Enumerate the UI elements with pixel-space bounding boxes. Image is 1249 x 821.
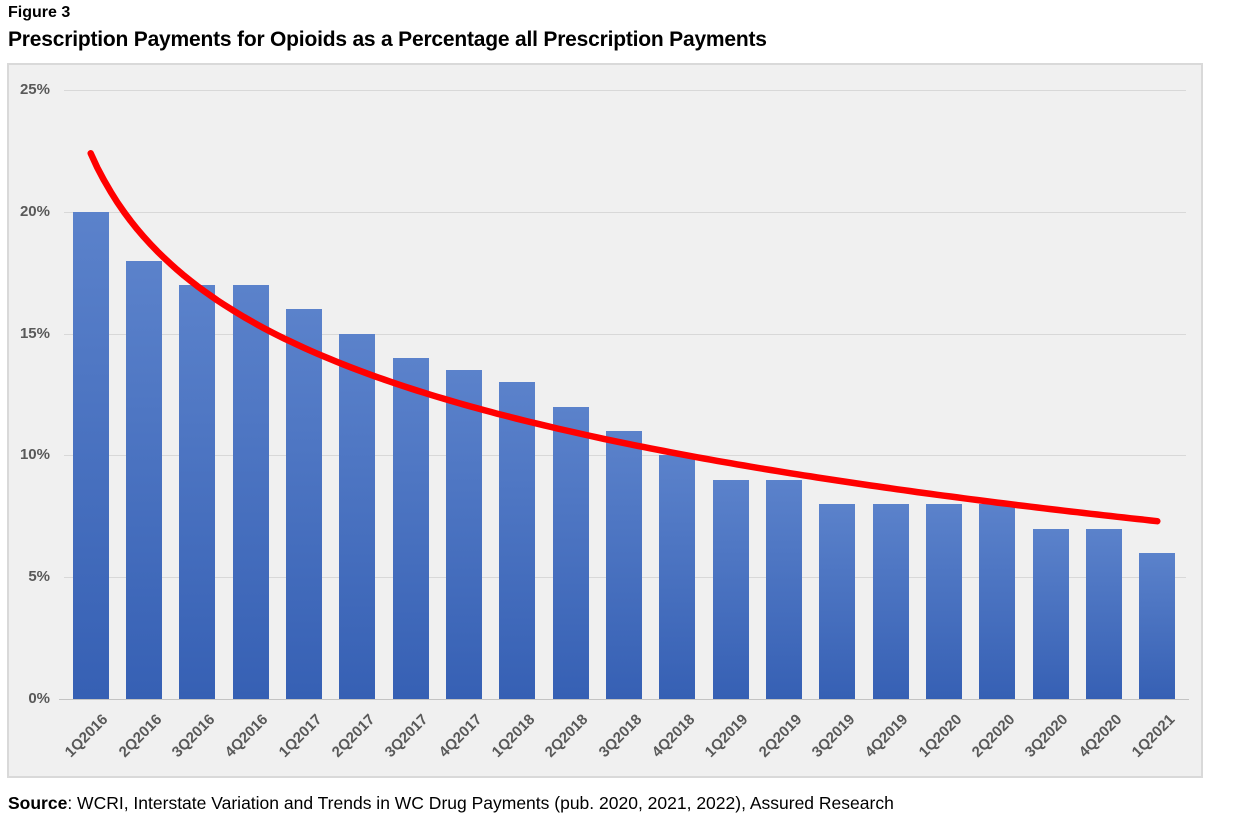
figure-label: Figure 3 (8, 4, 71, 21)
x-axis-label: 3Q2016 (168, 711, 219, 761)
x-axis-label: 1Q2018 (488, 711, 539, 761)
bar (552, 406, 589, 699)
x-axis-label: 4Q2018 (648, 711, 699, 761)
bar (72, 211, 109, 699)
bar (926, 504, 962, 699)
chart-title: Prescription Payments for Opioids as a P… (8, 28, 767, 51)
bar (712, 479, 749, 699)
bar (819, 504, 856, 699)
y-axis-label: 10% (19, 446, 50, 464)
x-axis-label: 3Q2017 (381, 711, 432, 761)
x-axis-label: 3Q2018 (595, 711, 646, 761)
y-axis-label: 5% (28, 568, 50, 586)
bar (1139, 552, 1176, 699)
bar (126, 260, 162, 699)
bar (232, 284, 269, 699)
gridline (64, 211, 1186, 213)
bar (1086, 528, 1122, 699)
x-axis-label: 2Q2020 (968, 711, 1019, 761)
x-axis-label: 2Q2019 (755, 711, 806, 761)
bar (659, 455, 696, 699)
bar (1032, 528, 1069, 699)
x-axis-label: 3Q2020 (1021, 711, 1072, 761)
gridline (64, 90, 1186, 91)
bar (286, 309, 322, 699)
x-axis-label: 2Q2017 (328, 711, 379, 761)
bar (339, 333, 376, 699)
x-axis-label: 4Q2019 (861, 711, 912, 761)
x-axis-label: 1Q2019 (701, 711, 752, 761)
bar (606, 431, 642, 699)
x-axis-label: 2Q2016 (115, 711, 166, 761)
bar (179, 284, 216, 699)
bar (872, 504, 909, 699)
y-axis-label: 0% (28, 690, 50, 707)
bar (979, 504, 1016, 699)
source-prefix: Source (8, 793, 68, 813)
x-axis-label: 1Q2020 (915, 711, 966, 761)
x-axis-label: 1Q2017 (275, 711, 326, 761)
y-axis-label: 20% (19, 202, 50, 220)
source-line: Source: WCRI, Interstate Variation and T… (8, 793, 894, 814)
x-axis-label: 4Q2016 (221, 711, 272, 761)
bar (392, 358, 429, 699)
y-axis-label: 25% (19, 81, 50, 98)
x-axis-label: 2Q2018 (541, 711, 592, 761)
bar (446, 370, 482, 699)
x-axis-label: 4Q2017 (435, 711, 486, 761)
chart-area: 0% 5% 10% 15% 20% 25% 1Q2016 2Q2016 3Q2016 4Q2016… (7, 63, 1203, 778)
bar (766, 479, 802, 699)
x-axis-label: 1Q2021 (1128, 711, 1179, 761)
source-text: : WCRI, Interstate Variation and Trends … (67, 793, 894, 813)
y-axis-label: 15% (19, 324, 50, 342)
x-axis-line (59, 699, 1189, 700)
x-axis-label: 4Q2020 (1075, 711, 1126, 761)
bar (499, 382, 536, 699)
x-axis-label: 1Q2016 (61, 711, 112, 761)
x-axis-label: 3Q2019 (808, 711, 859, 761)
